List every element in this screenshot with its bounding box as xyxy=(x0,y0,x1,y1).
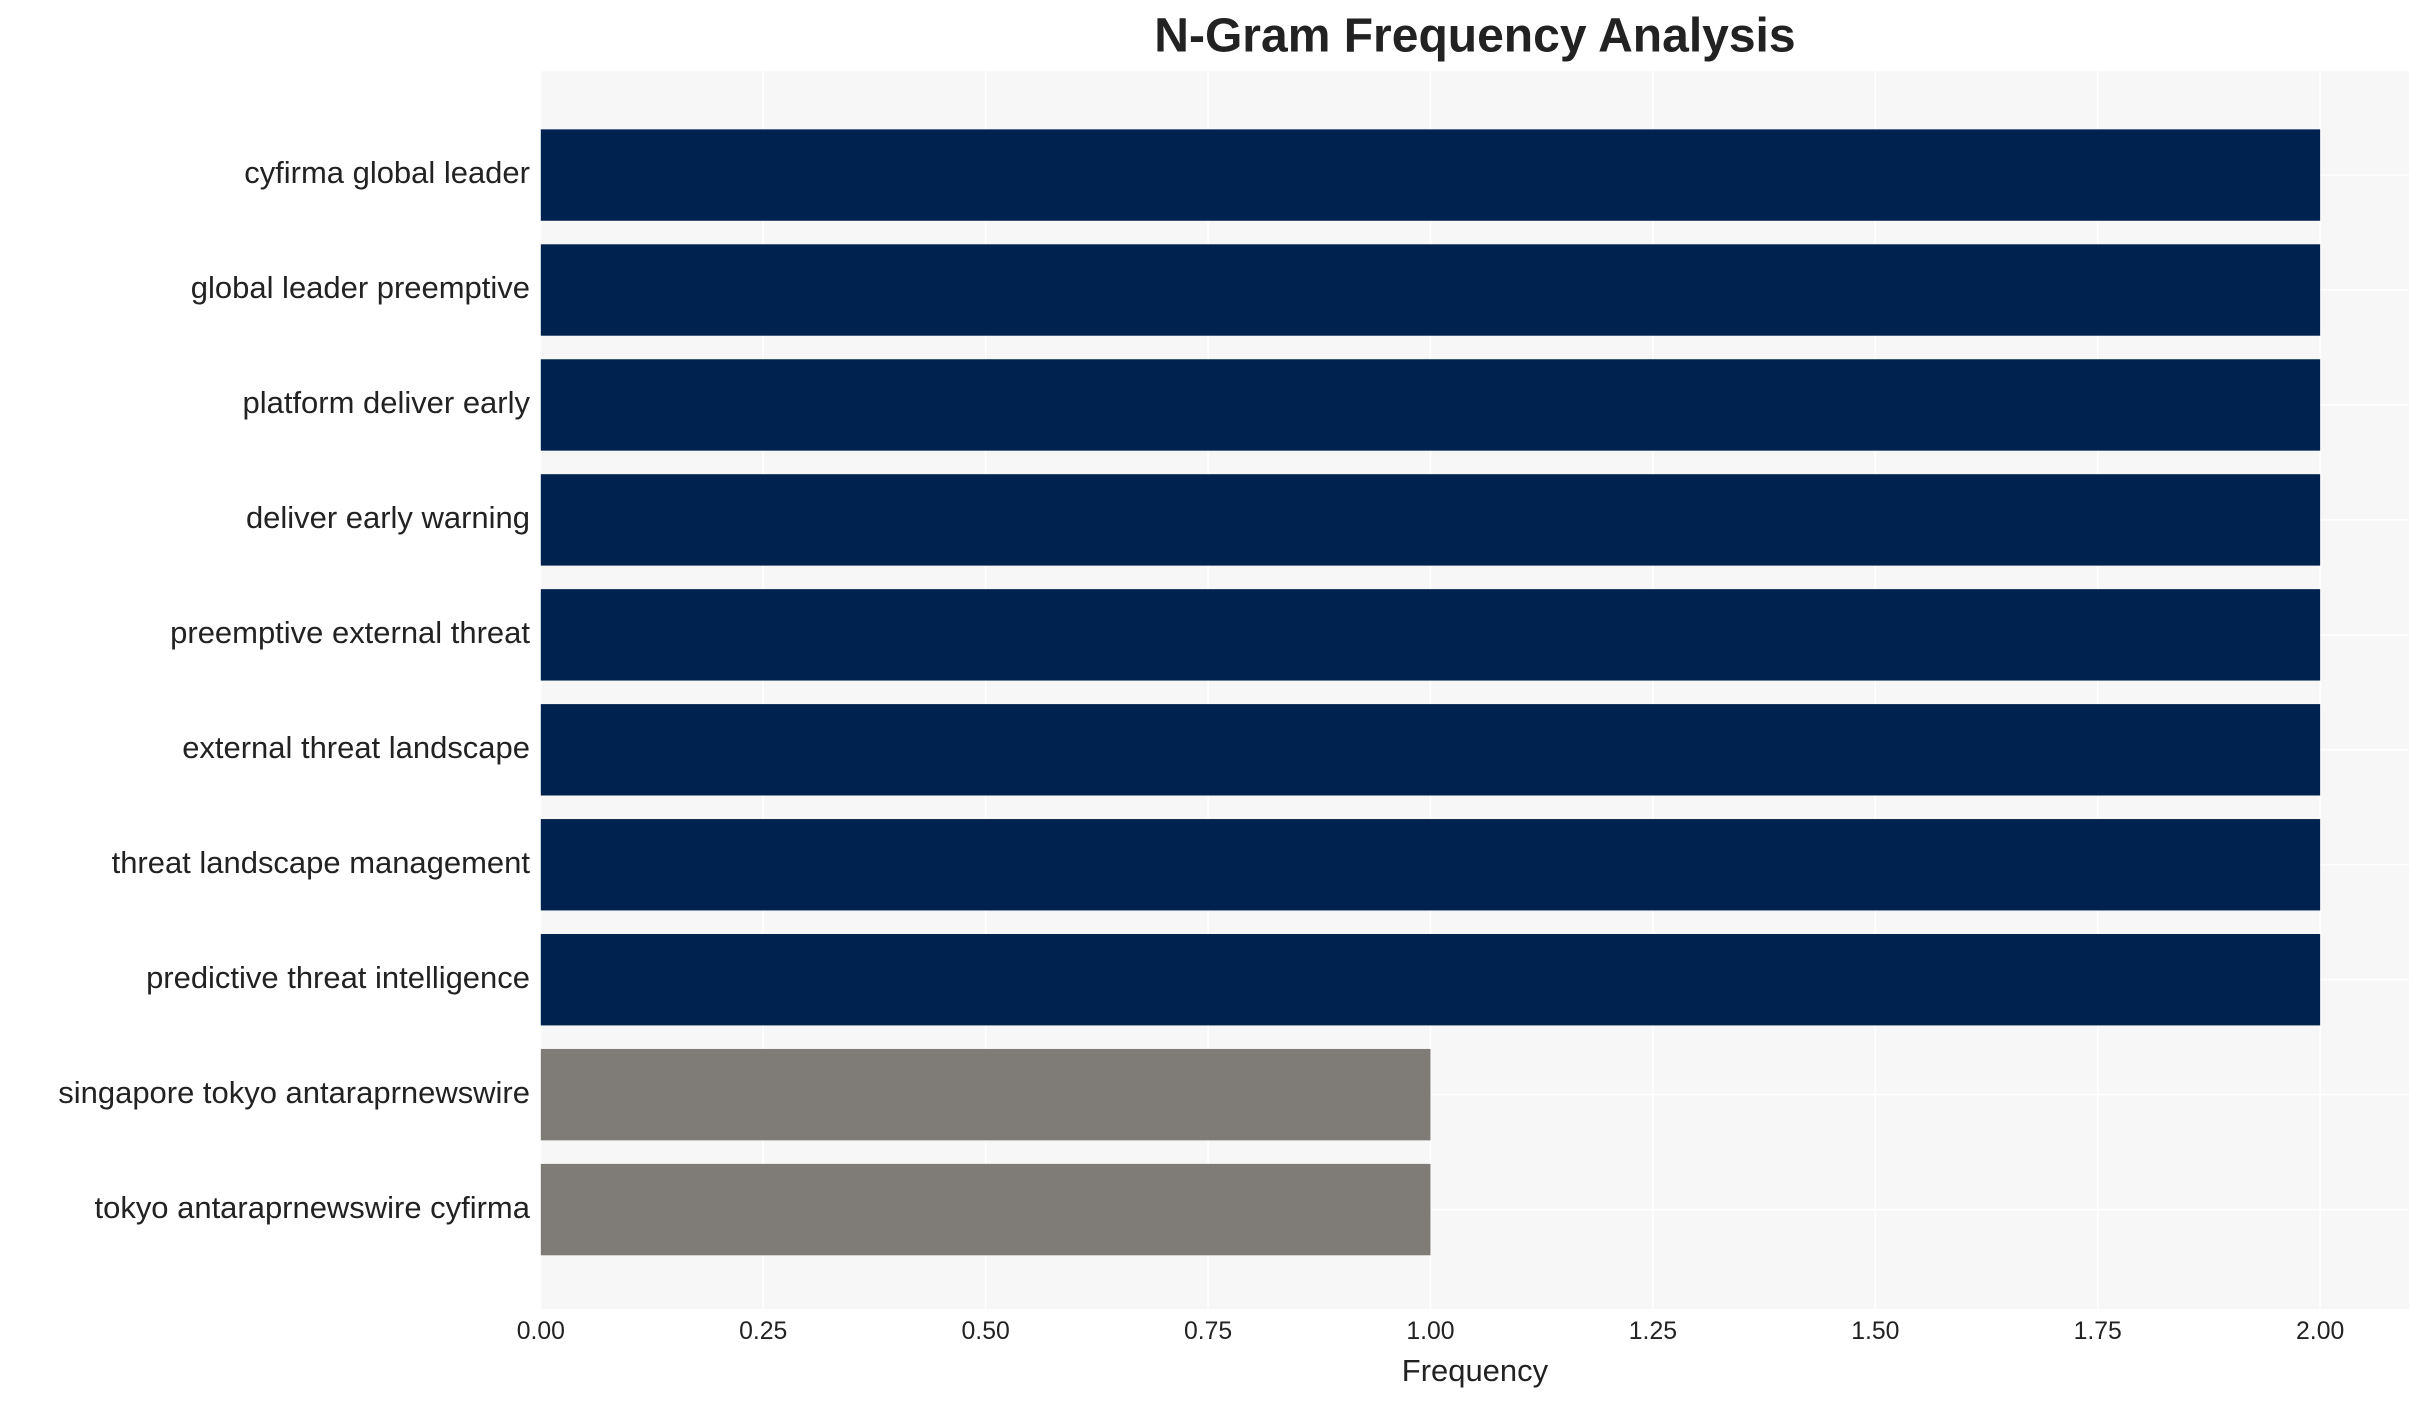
y-tick-label: external threat landscape xyxy=(182,730,530,765)
y-tick-label: tokyo antaraprnewswire cyfirma xyxy=(95,1190,531,1225)
bar xyxy=(540,359,2321,451)
y-tick-label: predictive threat intelligence xyxy=(146,960,530,995)
bar xyxy=(540,129,2321,221)
y-tick-label: threat landscape management xyxy=(112,845,531,880)
bar xyxy=(540,819,2321,911)
bar xyxy=(540,1048,1431,1141)
y-tick-label: platform deliver early xyxy=(243,385,531,420)
y-tick-label: cyfirma global leader xyxy=(244,155,530,190)
bar xyxy=(540,589,2321,681)
bar xyxy=(540,933,2321,1026)
x-tick-label: 1.75 xyxy=(2074,1318,2122,1345)
x-tick-label: 0.50 xyxy=(962,1318,1010,1345)
x-tick-label: 1.50 xyxy=(1851,1318,1899,1345)
bar xyxy=(540,474,2321,566)
x-tick-label: 0.25 xyxy=(739,1318,787,1345)
y-tick-label: global leader preemptive xyxy=(191,270,530,305)
x-axis-label: Frequency xyxy=(1402,1353,1549,1388)
x-tick-label: 1.25 xyxy=(1629,1318,1677,1345)
y-tick-label: deliver early warning xyxy=(246,500,530,535)
bar xyxy=(540,244,2321,336)
x-tick-label: 0.00 xyxy=(517,1318,565,1345)
x-tick-label: 1.00 xyxy=(1406,1318,1454,1345)
y-tick-label: singapore tokyo antaraprnewswire xyxy=(58,1075,530,1110)
chart-title: N-Gram Frequency Analysis xyxy=(1154,9,1795,62)
y-tick-label: preemptive external threat xyxy=(170,615,530,650)
x-tick-label: 2.00 xyxy=(2296,1318,2344,1345)
bar xyxy=(540,704,2321,796)
bar xyxy=(540,1163,1431,1256)
x-tick-label: 0.75 xyxy=(1184,1318,1232,1345)
